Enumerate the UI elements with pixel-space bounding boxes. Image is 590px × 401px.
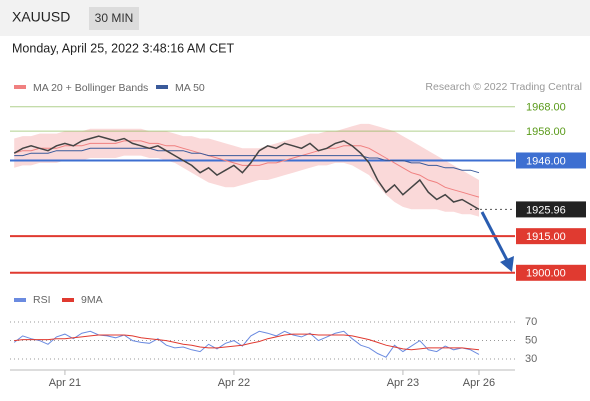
legend-swatch xyxy=(156,85,168,89)
x-tick-label: Apr 26 xyxy=(463,377,495,389)
level-label: 1968.00 xyxy=(526,102,566,114)
legend-label: MA 20 + Bollinger Bands xyxy=(33,82,148,94)
timestamp: Monday, April 25, 2022 3:48:16 AM CET xyxy=(12,41,234,55)
level-label: 1915.00 xyxy=(526,231,566,243)
level-label-box xyxy=(516,201,586,218)
legend-swatch xyxy=(62,298,74,302)
header-bar xyxy=(0,0,590,36)
credit: Research © 2022 Trading Central xyxy=(425,81,582,93)
x-tick-label: Apr 21 xyxy=(49,377,81,389)
level-label-box xyxy=(516,264,586,281)
legend-label: RSI xyxy=(33,294,51,306)
level-label-box xyxy=(516,152,586,169)
symbol: XAUUSD xyxy=(12,9,70,25)
level-label: 1958.00 xyxy=(526,126,566,138)
bollinger-band xyxy=(14,123,479,217)
timeframe[interactable]: 30 MIN xyxy=(95,11,134,25)
timeframe-box[interactable] xyxy=(89,7,139,30)
y-tick-label: 50 xyxy=(525,334,537,346)
ma-line xyxy=(14,147,480,174)
arrow-head xyxy=(500,256,514,272)
level-label: 1900.00 xyxy=(526,268,566,280)
price-line xyxy=(13,135,480,211)
x-tick-label: Apr 22 xyxy=(218,377,250,389)
indicator-line xyxy=(14,333,480,351)
level-label: 1946.00 xyxy=(526,155,566,167)
indicator-line xyxy=(13,330,480,358)
legend-swatch xyxy=(14,298,26,302)
y-tick-label: 30 xyxy=(525,353,537,365)
level-label: 1925.96 xyxy=(526,204,566,216)
x-tick-label: Apr 23 xyxy=(387,377,419,389)
ma-line xyxy=(14,140,480,198)
legend-label: MA 50 xyxy=(175,82,205,94)
level-label-box xyxy=(516,228,586,245)
legend-label: 9MA xyxy=(81,294,103,306)
legend-swatch xyxy=(14,85,26,89)
y-tick-label: 70 xyxy=(525,316,537,328)
